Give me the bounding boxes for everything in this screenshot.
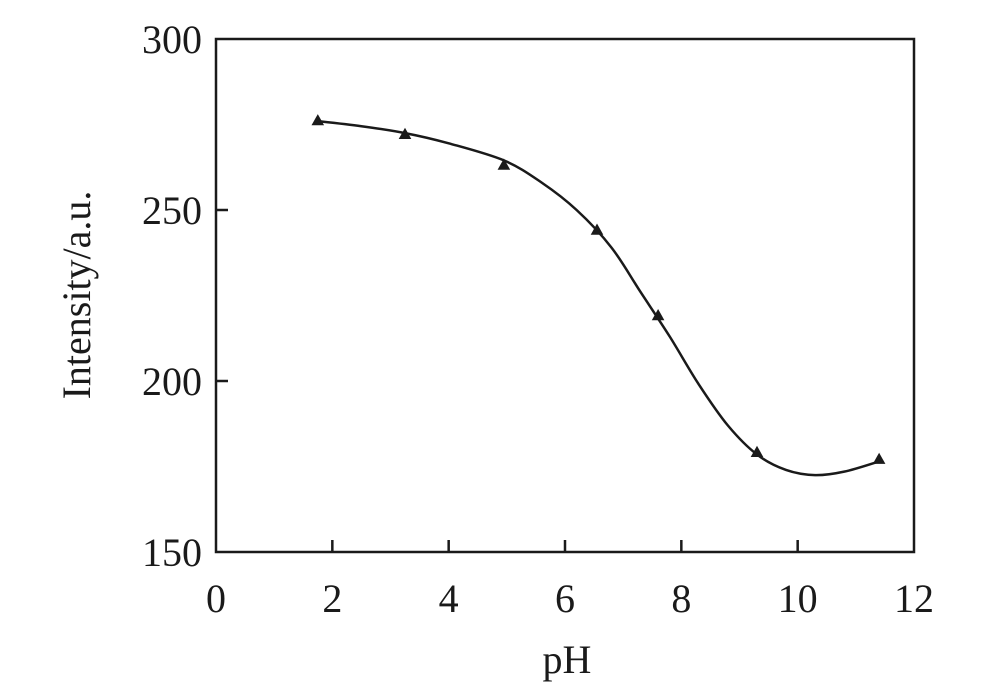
x-tick-label: 2	[322, 576, 342, 621]
data-point-marker	[311, 114, 325, 126]
data-point-marker	[590, 223, 604, 235]
x-tick-label: 8	[671, 576, 691, 621]
y-axis-title: Intensity/a.u.	[54, 191, 99, 400]
x-tick-label: 0	[206, 576, 226, 621]
y-axis-ticks: 150 200 250 300	[142, 17, 228, 575]
data-point-marker	[750, 445, 764, 457]
x-tick-label: 4	[439, 576, 459, 621]
x-axis-ticks: 0 2 4 6 8 10 12	[206, 540, 934, 621]
series-line	[317, 119, 880, 477]
x-axis-title: pH	[543, 637, 592, 682]
data-point-marker	[497, 158, 511, 170]
data-point-marker	[872, 452, 886, 464]
x-tick-label: 6	[555, 576, 575, 621]
y-tick-label: 250	[142, 188, 202, 233]
y-tick-label: 150	[142, 530, 202, 575]
data-point-marker	[651, 309, 665, 321]
x-tick-label: 12	[894, 576, 934, 621]
y-tick-label: 200	[142, 359, 202, 404]
data-point-marker	[398, 127, 412, 139]
series-layer	[311, 114, 886, 477]
y-tick-label: 300	[142, 17, 202, 62]
x-tick-label: 10	[778, 576, 818, 621]
